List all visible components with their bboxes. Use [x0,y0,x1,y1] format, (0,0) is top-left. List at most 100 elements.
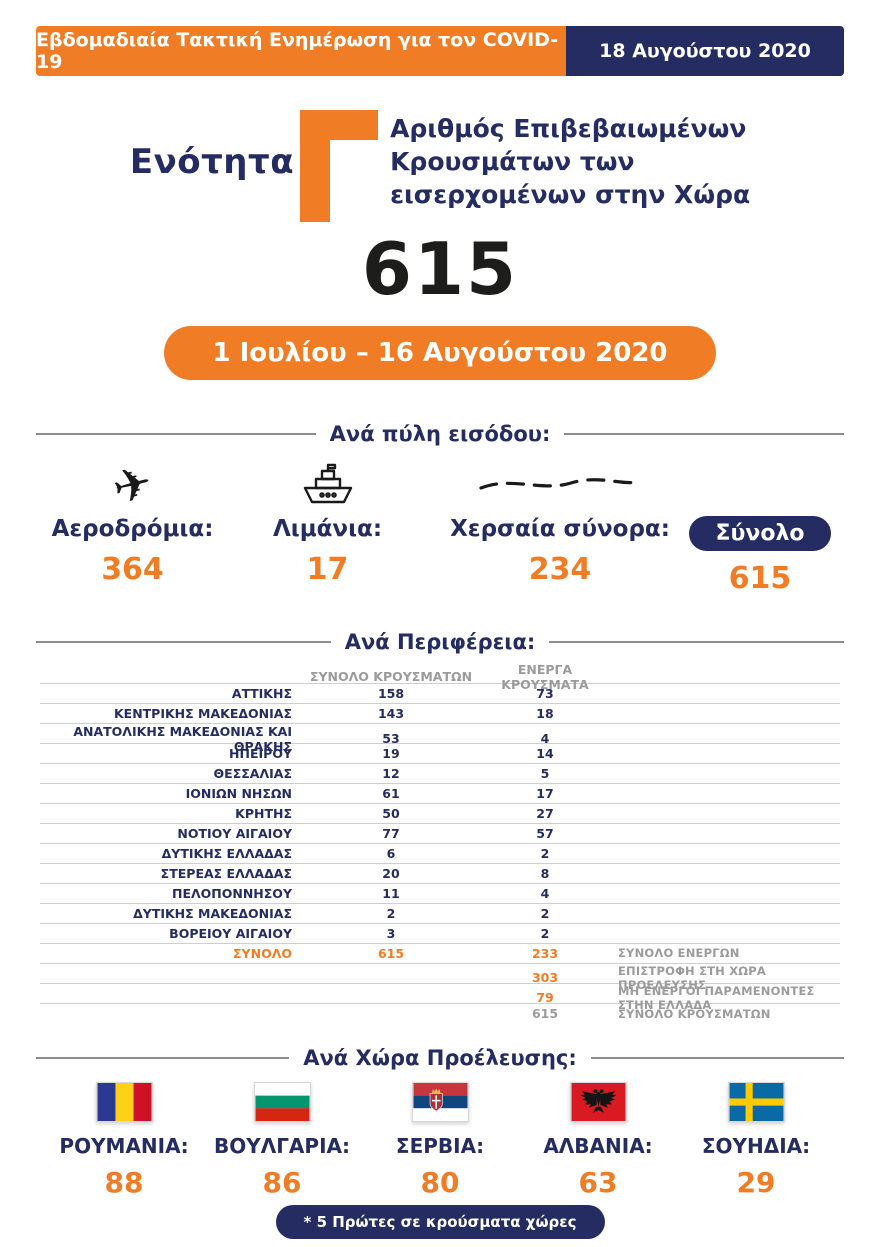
region-active-value: 2 [540,925,550,941]
country-albania: ΑΛΒΑΝΙΑ: 63 [519,1081,677,1199]
section-title-line-3: εισερχομένων στην Χώρα [390,180,751,209]
romania-flag [95,1081,153,1122]
country-sweden: ΣΟΥΗΔΙΑ: 29 [677,1081,835,1199]
bulgaria-label: ΒΟΥΛΓΑΡΙΑ: [213,1133,350,1158]
region-total-value: 2 [386,905,396,921]
ship-icon [301,456,355,514]
region-row: ΝΟΤΙΟΥ ΑΙΓΑΙΟΥ 77 57 [40,824,840,844]
region-name: ΠΕΛΟΠΟΝΝΗΣΟΥ [172,885,292,901]
countries-heading: Ανά Χώρα Προέλευσης: [36,1046,845,1070]
region-total-value: 143 [377,705,405,721]
region-name: ΣΤΕΡΕΑΣ ΕΛΛΑΔΑΣ [160,865,292,881]
regions-table: ΣΥΝΟΛΟ ΚΡΟΥΣΜΑΤΩΝ ΕΝΕΡΓΑ ΚΡΟΥΣΜΑΤΑ ΑΤΤΙΚ… [40,662,840,1024]
rule-line [36,640,331,643]
summary-active-total-value: 233 [531,945,559,961]
col-total-header: ΣΥΝΟΛΟ ΚΡΟΥΣΜΑΤΩΝ [309,669,473,685]
region-name: ΑΝΑΤΟΛΙΚΗΣ ΜΑΚΕΔΟΝΙΑΣ ΚΑΙ ΘΡΑΚΗΣ [73,723,292,754]
region-row: ΣΤΕΡΕΑΣ ΕΛΛΑΔΑΣ 20 8 [40,864,840,884]
entry-total: Σύνολο 615 [685,456,835,596]
region-total-value: 61 [382,785,400,801]
period-pill: 1 Ιουλίου – 16 Αυγούστου 2020 [164,325,716,380]
region-rows: ΑΤΤΙΚΗΣ 158 73 ΚΕΝΤΡΙΚΗΣ ΜΑΚΕΔΟΝΙΑΣ 143 … [40,684,840,944]
summary-inactive-label: ΜΗ ΕΝΕΡΓΟΙ ΠΑΡΑΜΕΝΟΝΤΕΣ ΣΤΗΝ ΕΛΛΑΔΑ [618,983,815,1012]
summary-row-inactive: 79 ΜΗ ΕΝΕΡΓΟΙ ΠΑΡΑΜΕΝΟΝΤΕΣ ΣΤΗΝ ΕΛΛΑΔΑ [40,984,840,1012]
report-date-badge: 18 Αυγούστου 2020 [566,26,844,76]
region-active-value: 4 [540,731,550,747]
region-row: ΗΠΕΙΡΟΥ 19 14 [40,744,840,764]
region-total-value: 53 [382,731,400,747]
footnote-wrap: * 5 Πρώτες σε κρούσματα χώρες [0,1204,880,1239]
region-total-value: 158 [377,685,405,701]
region-row: ΑΤΤΙΚΗΣ 158 73 [40,684,840,704]
region-row: ΚΕΝΤΡΙΚΗΣ ΜΑΚΕΔΟΝΙΑΣ 143 18 [40,704,840,724]
region-name: ΔΥΤΙΚΗΣ ΕΛΛΑΔΑΣ [161,845,292,861]
entry-points-heading: Ανά πύλη εισόδου: [36,422,845,446]
regions-heading-text: Ανά Περιφέρεια: [344,629,536,654]
rule-line [564,432,845,435]
region-active-value: 2 [540,905,550,921]
sweden-label: ΣΟΥΗΔΙΑ: [701,1133,811,1158]
rule-line [590,1056,845,1059]
region-row: ΙΟΝΙΩΝ ΝΗΣΩΝ 61 17 [40,784,840,804]
rule-line [36,432,316,435]
total-confirmed-number: 615 [361,227,519,311]
bulgaria-value: 86 [262,1165,302,1199]
entry-total-value: 615 [728,560,792,596]
entry-land-borders: Χερσαία σύνορα: 234 [435,456,685,596]
serbia-value: 80 [420,1165,460,1199]
regions-total-row: ΣΥΝΟΛΟ 615 233 ΣΥΝΟΛΟ ΕΝΕΡΓΩΝ [40,944,840,964]
summary-grand-total-value: 615 [531,1006,559,1022]
region-name: ΘΕΣΣΑΛΙΑΣ [213,765,292,781]
region-total-value: 6 [386,845,396,861]
region-name: ΑΤΤΙΚΗΣ [231,685,292,701]
region-name: ΒΟΡΕΙΟΥ ΑΙΓΑΙΟΥ [169,925,292,941]
rule-line [549,640,844,643]
region-active-value: 27 [536,805,554,821]
region-active-value: 18 [536,705,554,721]
country-romania: ΡΟΥΜΑΝΙΑ: 88 [45,1081,203,1199]
region-active-value: 17 [536,785,554,801]
region-name: ΚΡΗΤΗΣ [235,805,292,821]
section-label: Ενότητα [129,142,295,182]
albania-label: ΑΛΒΑΝΙΑ: [543,1133,653,1158]
header-bar: Εβδομαδιαία Τακτική Ενημέρωση για τον CO… [36,26,844,76]
entry-points-row: ✈ Αεροδρόμια: 364 Λιμάνια: 17 [0,453,880,596]
land-borders-value: 234 [528,551,592,587]
regions-header-row: ΣΥΝΟΛΟ ΚΡΟΥΣΜΑΤΩΝ ΕΝΕΡΓΑ ΚΡΟΥΣΜΑΤΑ [40,662,840,692]
bulgaria-flag [253,1081,311,1122]
infographic-page: Εβδομαδιαία Τακτική Ενημέρωση για τον CO… [0,26,880,1239]
romania-value: 88 [104,1165,144,1199]
sweden-value: 29 [736,1165,776,1199]
region-row: ΘΕΣΣΑΛΙΑΣ 12 5 [40,764,840,784]
summary-returned-label: ΕΠΙΣΤΡΟΦΗ ΣΤΗ ΧΩΡΑ ΠΡΟΕΛΕΥΣΗΣ [618,963,766,992]
region-total-value: 20 [382,865,400,881]
region-active-value: 73 [536,685,554,701]
region-row: ΠΕΛΟΠΟΝΝΗΣΟΥ 11 4 [40,884,840,904]
summary-active-total-label: ΣΥΝΟΛΟ ΕΝΕΡΓΩΝ [618,946,740,961]
region-active-value: 4 [540,885,550,901]
region-active-value: 8 [540,865,550,881]
entry-airports: ✈ Αεροδρόμια: 364 [45,453,220,596]
period-pill-wrap: 1 Ιουλίου – 16 Αυγούστου 2020 [0,325,880,380]
ports-value: 17 [306,551,349,587]
ports-label: Λιμάνια: [272,515,383,542]
footnote-pill: * 5 Πρώτες σε κρούσματα χώρες [275,1204,605,1239]
airplane-icon: ✈ [107,453,158,516]
region-name: ΚΕΝΤΡΙΚΗΣ ΜΑΚΕΔΟΝΙΑΣ [113,705,292,721]
section-heading-block: Ενότητα Αριθμός Επιβεβαιωμένων Κρουσμάτω… [0,110,880,222]
summary-grand-total-label: ΣΥΝΟΛΟ ΚΡΟΥΣΜΑΤΩΝ [618,1006,771,1021]
airports-label: Αεροδρόμια: [51,515,214,542]
region-total-value: 50 [382,805,400,821]
region-name: ΗΠΕΙΡΟΥ [229,745,292,761]
summary-returned-value: 303 [531,970,559,986]
region-active-value: 5 [540,765,550,781]
region-name: ΝΟΤΙΟΥ ΑΙΓΑΙΟΥ [177,825,292,841]
entry-total-pill: Σύνολο [689,515,831,551]
regions-heading: Ανά Περιφέρεια: [36,630,844,654]
region-row: ΒΟΡΕΙΟΥ ΑΙΓΑΙΟΥ 3 2 [40,924,840,944]
region-active-value: 14 [536,745,554,761]
region-total-value: 3 [386,925,396,941]
region-total-value: 19 [382,745,400,761]
summary-row-returned: 303 ΕΠΙΣΤΡΟΦΗ ΣΤΗ ΧΩΡΑ ΠΡΟΕΛΕΥΣΗΣ [40,964,840,992]
region-active-value: 57 [536,825,554,841]
